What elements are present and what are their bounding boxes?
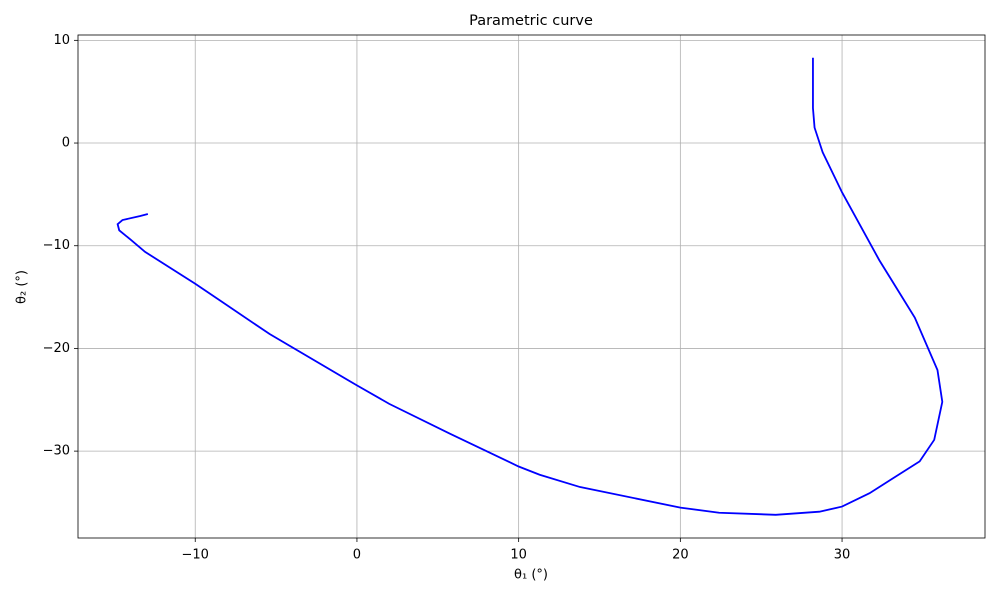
y-tick-label: 10 <box>53 33 70 48</box>
x-axis-label: θ₁ (°) <box>514 568 548 583</box>
y-tick-label: 0 <box>62 136 70 151</box>
chart-title: Parametric curve <box>469 13 593 29</box>
x-tick-label: 20 <box>672 548 689 563</box>
x-tick-label: 0 <box>353 548 361 563</box>
plot-frame <box>77 34 986 539</box>
y-tick-label: −30 <box>43 444 70 459</box>
x-tick-label: 10 <box>510 548 527 563</box>
y-tick-label: −20 <box>43 341 70 356</box>
y-tick-label: −10 <box>43 238 70 253</box>
x-tick-label: 30 <box>834 548 851 563</box>
x-tick-label: −10 <box>182 548 209 563</box>
curve <box>116 57 944 516</box>
y-axis-label: θ₂ (°) <box>15 270 30 304</box>
